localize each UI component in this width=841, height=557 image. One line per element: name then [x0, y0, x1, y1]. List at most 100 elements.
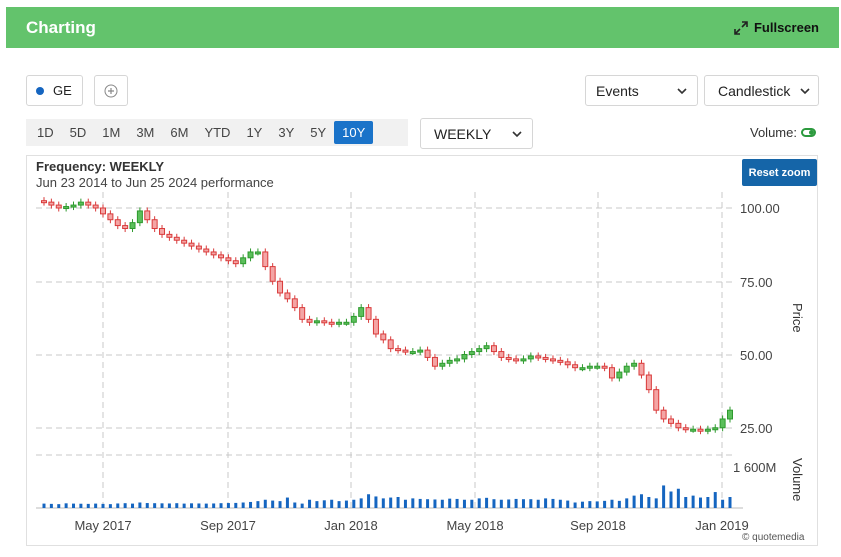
volume-bar [131, 503, 135, 508]
candle-body [417, 349, 424, 353]
volume-bar [241, 502, 245, 508]
volume-bar [197, 503, 201, 508]
candle-body [513, 358, 520, 362]
candle-body [365, 307, 372, 320]
volume-bar [477, 498, 481, 508]
x-tick-label: Sep 2017 [200, 518, 256, 533]
candle-body [387, 339, 394, 350]
candle-body [173, 236, 180, 241]
candle-body [395, 348, 402, 352]
volume-bar [300, 503, 304, 508]
fullscreen-label: Fullscreen [753, 20, 819, 35]
period-button-1m[interactable]: 1M [102, 125, 121, 140]
volume-bar [175, 503, 179, 508]
candle-body [579, 367, 586, 371]
events-label: Events [596, 82, 639, 99]
x-tick-label: Jan 2019 [695, 518, 749, 533]
candle-body [564, 361, 571, 366]
candle-body [254, 251, 261, 255]
candle-body [542, 356, 549, 360]
candle-body [719, 418, 726, 429]
add-symbol-button[interactable] [94, 75, 128, 106]
candle-body [490, 345, 497, 353]
period-button-5d[interactable]: 5D [69, 125, 87, 140]
volume-bar [566, 500, 570, 508]
chart-type-dropdown[interactable]: Candlestick [704, 75, 819, 106]
candle-body [306, 318, 313, 323]
volume-bar [256, 501, 260, 508]
price-tick-label: 50.00 [740, 348, 773, 363]
events-dropdown[interactable]: Events [585, 75, 698, 106]
period-button-3m[interactable]: 3M [136, 125, 155, 140]
volume-bar [234, 502, 238, 508]
period-button-5y[interactable]: 5Y [310, 125, 327, 140]
volume-bar [433, 499, 437, 508]
candle-body [232, 260, 239, 265]
candle-body [159, 228, 166, 235]
candle-body [188, 242, 195, 247]
candle-body [727, 409, 733, 420]
chart-panel [26, 155, 818, 546]
period-button-1y[interactable]: 1Y [246, 125, 263, 140]
candle-body [210, 251, 217, 256]
candle-body [586, 365, 593, 369]
volume-bar [396, 497, 400, 508]
volume-toggle[interactable]: Volume: [750, 125, 816, 140]
frequency-dropdown[interactable]: WEEKLY [420, 118, 533, 149]
volume-bar [403, 499, 407, 508]
candle-body [424, 349, 431, 358]
candle-body [483, 345, 490, 350]
candle-body [240, 257, 247, 265]
candle-body [313, 320, 320, 324]
reset-zoom-button[interactable]: Reset zoom [742, 159, 817, 186]
candle-body [675, 422, 682, 429]
volume-bar [79, 503, 83, 508]
period-button-10y[interactable]: 10Y [334, 121, 374, 144]
volume-bar [145, 503, 149, 508]
volume-bar [411, 498, 415, 508]
volume-bar [588, 501, 592, 508]
candle-body [660, 409, 667, 420]
candle-body [623, 365, 630, 373]
period-button-ytd[interactable]: YTD [204, 125, 231, 140]
series-color-dot [36, 86, 44, 95]
period-button-3y[interactable]: 3Y [278, 125, 295, 140]
volume-bar [536, 499, 540, 508]
candle-body [704, 428, 711, 432]
volume-bar [426, 499, 430, 508]
volume-bar [108, 504, 112, 508]
period-button-6m[interactable]: 6M [170, 125, 189, 140]
candle-body [505, 356, 512, 360]
volume-tick-label: 1 600M [733, 460, 776, 475]
candle-body [277, 280, 284, 294]
symbol-chip-ge[interactable]: GE [26, 75, 83, 106]
chevron-down-icon [512, 130, 522, 137]
period-button-1d[interactable]: 1D [37, 125, 54, 140]
candle-body [151, 219, 158, 230]
volume-bar [315, 501, 319, 508]
quotemedia-credit: © quotemedia [742, 532, 805, 543]
candle-body [616, 371, 623, 379]
performance-range-text: Jun 23 2014 to Jun 25 2024 performance [36, 175, 274, 190]
volume-bar [544, 498, 548, 508]
volume-bar [138, 502, 142, 508]
volume-bar [639, 494, 643, 508]
volume-bar [580, 501, 584, 508]
volume-bar [359, 498, 363, 508]
chevron-down-icon [677, 87, 687, 94]
volume-bar [662, 485, 666, 508]
candle-body [63, 206, 70, 210]
volume-bar [212, 503, 216, 508]
volume-bar [514, 498, 518, 508]
candle-body [269, 266, 276, 282]
x-tick-label: May 2018 [446, 518, 503, 533]
volume-bar [625, 498, 629, 508]
candle-body [203, 248, 210, 253]
candle-body [653, 389, 660, 411]
candle-body [321, 320, 328, 324]
candle-body [608, 367, 615, 379]
frequency-text: Frequency: WEEKLY [36, 159, 165, 174]
fullscreen-button[interactable]: Fullscreen [733, 20, 819, 36]
candle-body [372, 318, 379, 335]
